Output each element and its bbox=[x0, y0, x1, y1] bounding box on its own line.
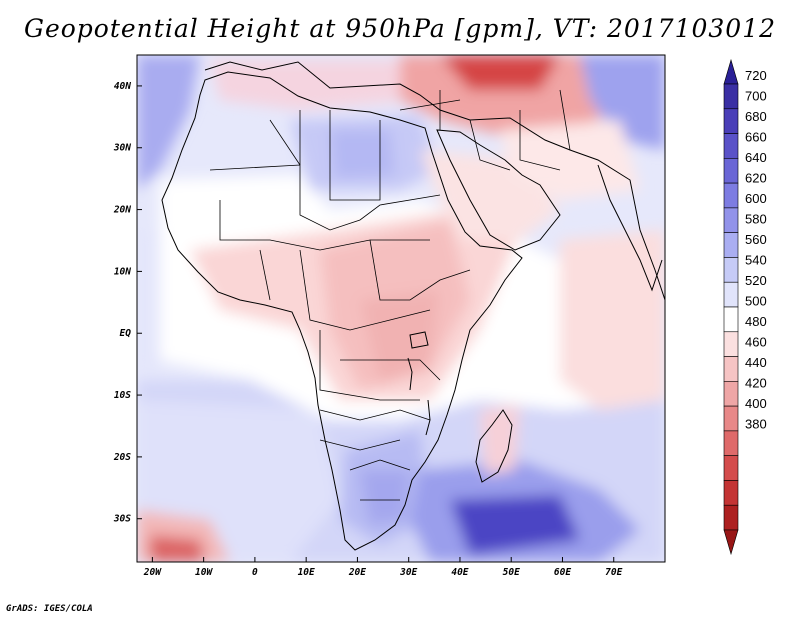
colorbar-level-label: 620 bbox=[745, 171, 767, 186]
lat-tick-label: 40N bbox=[114, 81, 131, 92]
colorbar-level-label: 720 bbox=[745, 68, 767, 83]
colorbar-level-label: 700 bbox=[745, 89, 767, 104]
colorbar-swatch bbox=[723, 158, 739, 184]
lat-tick-label: EQ bbox=[120, 328, 132, 339]
colorbar-level-label: 640 bbox=[745, 150, 767, 165]
colorbar-swatch bbox=[723, 455, 739, 481]
colorbar-level-label: 380 bbox=[745, 417, 767, 432]
lon-tick-label: 30E bbox=[399, 567, 417, 578]
colorbar-swatch bbox=[723, 257, 739, 283]
india-coastline bbox=[597, 164, 663, 292]
arabian-peninsula-coastline bbox=[436, 129, 561, 251]
colorbar-swatch bbox=[723, 182, 739, 209]
lake-victoria bbox=[409, 331, 429, 349]
lat-tick-label: 20S bbox=[113, 452, 131, 463]
lon-tick-label: 10E bbox=[298, 567, 315, 578]
lat-tick-label: 30N bbox=[113, 143, 131, 154]
colorbar-swatch bbox=[723, 480, 739, 506]
colorbar-level-label: 660 bbox=[745, 130, 767, 145]
colorbar-level-label: 440 bbox=[745, 355, 767, 370]
colorbar-bottom-arrow bbox=[723, 529, 739, 556]
colorbar-swatch bbox=[723, 381, 739, 407]
footer-credit: GrADS: IGES/COLA bbox=[6, 604, 93, 614]
lon-tick-label: 20E bbox=[348, 567, 366, 578]
colorbar-level-label: 400 bbox=[745, 396, 767, 411]
colorbar-level-label: 520 bbox=[745, 273, 767, 288]
colorbar-level-label: 420 bbox=[745, 376, 767, 391]
lon-tick-label: 50E bbox=[503, 567, 520, 578]
colorbar-swatch bbox=[723, 83, 739, 110]
africa-coastline bbox=[161, 71, 523, 551]
colorbar-top-arrow bbox=[723, 58, 739, 85]
eurasia-coastline bbox=[204, 61, 665, 301]
lat-tick-label: 10N bbox=[114, 266, 131, 277]
colorbar-level-label: 680 bbox=[745, 109, 767, 124]
country-borders bbox=[209, 89, 571, 501]
colorbar-swatch bbox=[723, 331, 739, 357]
colorbar-level-label: 480 bbox=[745, 314, 767, 329]
colorbar-swatch bbox=[723, 108, 739, 134]
colorbar-swatch bbox=[723, 356, 739, 382]
colorbar-swatch bbox=[723, 430, 739, 456]
lon-tick-label: 40E bbox=[451, 567, 468, 578]
colorbar-swatch bbox=[723, 232, 739, 258]
colorbar-swatch bbox=[723, 504, 739, 531]
geopotential-field bbox=[137, 55, 665, 562]
axis-ticks bbox=[137, 85, 615, 562]
colorbar-swatch bbox=[723, 405, 739, 432]
colorbar-level-label: 460 bbox=[745, 335, 767, 350]
colorbar-level-label: 500 bbox=[745, 294, 767, 309]
plot-title: Geopotential Height at 950hPa [gpm], VT:… bbox=[23, 14, 777, 43]
lon-tick-label: 20W bbox=[143, 567, 162, 578]
lat-tick-label: 30S bbox=[113, 514, 131, 525]
lon-tick-label: 0 bbox=[252, 567, 258, 578]
lake-tanganyika bbox=[407, 357, 413, 391]
lon-tick-label: 70E bbox=[605, 567, 622, 578]
colorbar-swatch bbox=[723, 133, 739, 159]
colorbar-level-label: 580 bbox=[745, 212, 767, 227]
lat-tick-label: 20N bbox=[113, 205, 131, 216]
colorbar-swatch bbox=[723, 306, 739, 333]
coastlines-and-borders bbox=[161, 61, 665, 551]
colorbar-level-label: 600 bbox=[745, 191, 767, 206]
plot-frame bbox=[136, 54, 666, 563]
colorbar-swatch bbox=[723, 281, 739, 308]
axis-tick-labels: 20W 10W 0 10E 20E 30E 40E 50E 60E 70E 40N 30N 20N 10N… bbox=[113, 81, 623, 578]
colorbar-level-label: 560 bbox=[745, 232, 767, 247]
lat-tick-label: 10S bbox=[114, 390, 131, 401]
colorbar-swatch bbox=[723, 207, 739, 233]
madagascar-coastline bbox=[475, 409, 513, 483]
lake-malawi bbox=[425, 399, 431, 436]
colorbar: 720 700 680 660 640 620 600 580 560 540 520 500 480 4… bbox=[723, 58, 767, 556]
lon-tick-label: 10W bbox=[195, 567, 213, 578]
colorbar-level-label: 540 bbox=[745, 253, 767, 268]
lon-tick-label: 60E bbox=[554, 567, 571, 578]
